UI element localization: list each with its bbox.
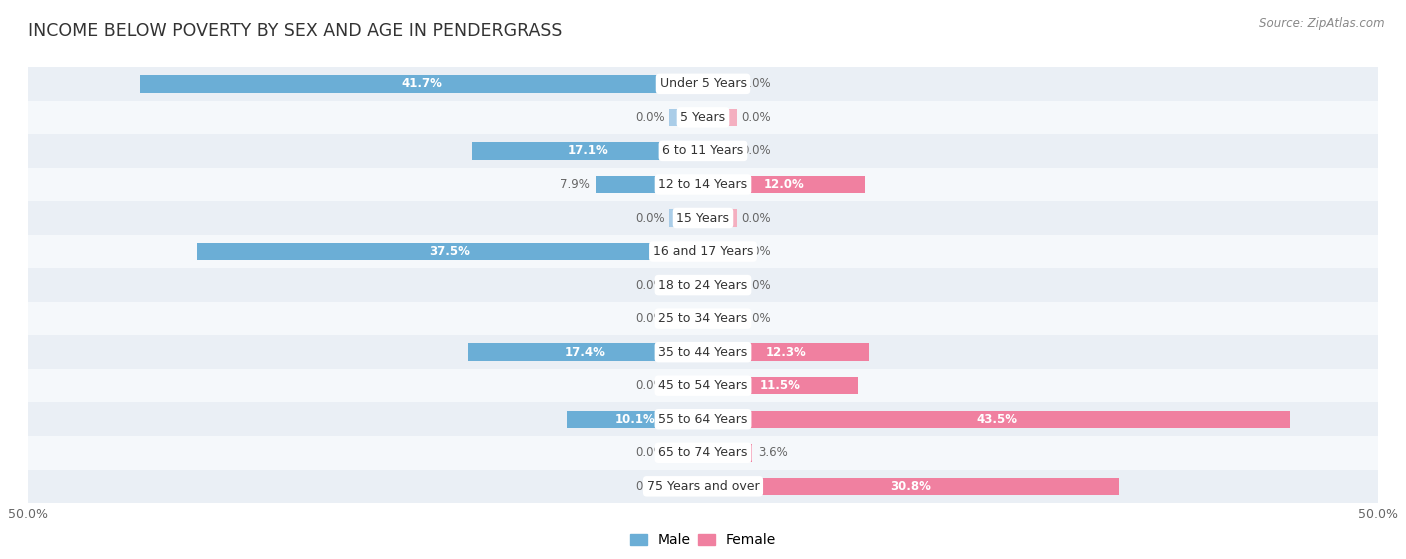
Text: 55 to 64 Years: 55 to 64 Years [658, 413, 748, 426]
Text: Under 5 Years: Under 5 Years [659, 77, 747, 91]
Text: 0.0%: 0.0% [636, 278, 665, 292]
Bar [141, 75, 703, 93]
Text: 0.0%: 0.0% [741, 77, 770, 91]
Text: 0.0%: 0.0% [636, 111, 665, 124]
Bar [703, 310, 737, 328]
Bar [28, 67, 1378, 101]
Text: 0.0%: 0.0% [741, 144, 770, 158]
Text: 0.0%: 0.0% [741, 111, 770, 124]
Bar [28, 235, 1378, 268]
Bar [703, 209, 737, 227]
Bar [703, 108, 737, 126]
Bar [703, 176, 865, 193]
Bar [669, 108, 703, 126]
Text: 0.0%: 0.0% [741, 245, 770, 258]
Bar [28, 369, 1378, 402]
Bar [703, 377, 858, 395]
Bar [596, 176, 703, 193]
Bar [28, 168, 1378, 201]
Bar [28, 101, 1378, 134]
Bar [28, 402, 1378, 436]
Bar [669, 276, 703, 294]
Bar [669, 444, 703, 462]
Text: 11.5%: 11.5% [761, 379, 801, 392]
Text: 0.0%: 0.0% [636, 312, 665, 325]
Bar [28, 268, 1378, 302]
Text: 12.3%: 12.3% [766, 345, 807, 359]
Bar [472, 142, 703, 160]
Text: 5 Years: 5 Years [681, 111, 725, 124]
Text: 0.0%: 0.0% [636, 446, 665, 459]
Bar [197, 243, 703, 260]
Text: 0.0%: 0.0% [741, 211, 770, 225]
Bar [703, 276, 737, 294]
Text: 0.0%: 0.0% [741, 278, 770, 292]
Text: 15 Years: 15 Years [676, 211, 730, 225]
Bar [28, 436, 1378, 470]
Text: 12.0%: 12.0% [763, 178, 804, 191]
Text: 43.5%: 43.5% [976, 413, 1017, 426]
Bar [28, 335, 1378, 369]
Text: 41.7%: 41.7% [401, 77, 441, 91]
Bar [703, 444, 752, 462]
Bar [468, 343, 703, 361]
Text: 75 Years and over: 75 Years and over [647, 480, 759, 493]
Text: 0.0%: 0.0% [636, 379, 665, 392]
Text: 30.8%: 30.8% [890, 480, 931, 493]
Bar [669, 209, 703, 227]
Bar [703, 477, 1119, 495]
Bar [669, 477, 703, 495]
Text: 37.5%: 37.5% [429, 245, 471, 258]
Text: 35 to 44 Years: 35 to 44 Years [658, 345, 748, 359]
Text: Source: ZipAtlas.com: Source: ZipAtlas.com [1260, 17, 1385, 30]
Text: 17.4%: 17.4% [565, 345, 606, 359]
Text: 17.1%: 17.1% [567, 144, 607, 158]
Bar [28, 470, 1378, 503]
Text: 0.0%: 0.0% [741, 312, 770, 325]
Bar [28, 302, 1378, 335]
Bar [669, 310, 703, 328]
Text: 0.0%: 0.0% [636, 480, 665, 493]
Legend: Male, Female: Male, Female [624, 528, 782, 553]
Text: 65 to 74 Years: 65 to 74 Years [658, 446, 748, 459]
Bar [703, 142, 737, 160]
Bar [703, 410, 1291, 428]
Text: 10.1%: 10.1% [614, 413, 655, 426]
Text: 3.6%: 3.6% [758, 446, 789, 459]
Text: 0.0%: 0.0% [636, 211, 665, 225]
Text: 16 and 17 Years: 16 and 17 Years [652, 245, 754, 258]
Bar [703, 343, 869, 361]
Bar [703, 243, 737, 260]
Text: 25 to 34 Years: 25 to 34 Years [658, 312, 748, 325]
Bar [28, 201, 1378, 235]
Text: 7.9%: 7.9% [560, 178, 589, 191]
Text: 45 to 54 Years: 45 to 54 Years [658, 379, 748, 392]
Bar [669, 377, 703, 395]
Bar [28, 134, 1378, 168]
Text: 18 to 24 Years: 18 to 24 Years [658, 278, 748, 292]
Text: 12 to 14 Years: 12 to 14 Years [658, 178, 748, 191]
Bar [567, 410, 703, 428]
Text: INCOME BELOW POVERTY BY SEX AND AGE IN PENDERGRASS: INCOME BELOW POVERTY BY SEX AND AGE IN P… [28, 22, 562, 40]
Text: 6 to 11 Years: 6 to 11 Years [662, 144, 744, 158]
Bar [703, 75, 737, 93]
